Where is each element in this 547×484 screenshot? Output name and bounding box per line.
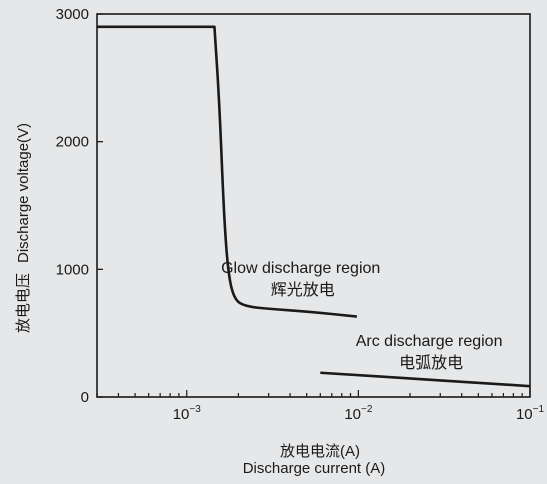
axes-layer [96, 13, 531, 398]
y-axis-title: 放电电压 Discharge voltage(V) [15, 123, 32, 333]
annotation-glow-en: Glow discharge region [221, 260, 380, 277]
y-axis-title-en: Discharge voltage(V) [15, 123, 32, 263]
annotation-arc-cn: 电弧放电 [399, 354, 463, 372]
y-axis-title-cn: 放电电压 [15, 273, 32, 333]
ticks-layer: 0 1000 2000 3000 10−3 10−2 10−1 [56, 6, 545, 423]
x-tick-label: 10−1 [516, 404, 545, 423]
plot-frame [96, 13, 531, 398]
annotation-arc-en: Arc discharge region [356, 333, 503, 350]
series-layer [97, 25, 531, 388]
y-tick-label: 0 [81, 389, 89, 406]
annotation-glow-cn: 辉光放电 [271, 281, 335, 299]
y-tick-label: 1000 [56, 261, 89, 278]
annotations-layer: Glow discharge region 辉光放电 Arc discharge r… [221, 260, 502, 372]
x-tick-label: 10−3 [173, 404, 202, 423]
x-axis-title-cn: 放电电流(A) [280, 443, 360, 460]
y-tick-label: 3000 [56, 6, 89, 23]
series-line-glow [97, 25, 357, 318]
y-tick-label: 2000 [56, 134, 89, 151]
series-line-arc [320, 371, 531, 388]
x-tick-label: 10−2 [344, 404, 373, 423]
x-axis-title-en: Discharge current (A) [243, 460, 386, 477]
